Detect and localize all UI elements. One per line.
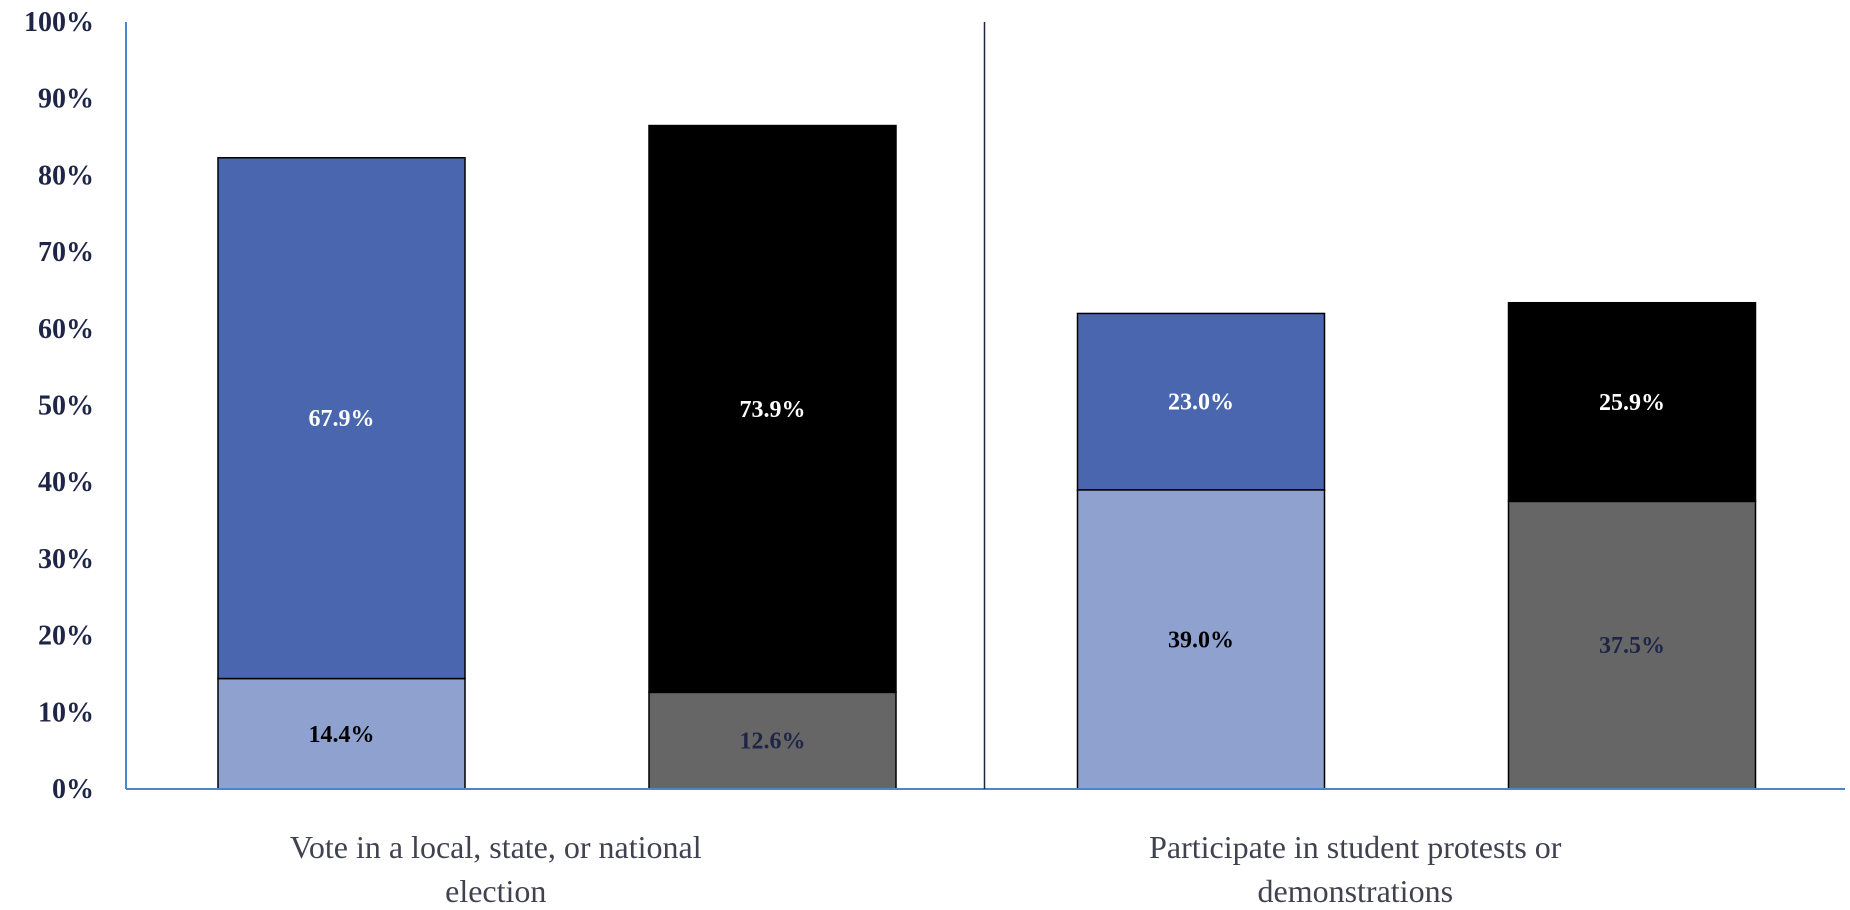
y-tick-label: 20% bbox=[38, 621, 94, 652]
bar-segment-2-1-2 bbox=[1076, 312, 1326, 491]
y-tick-label: 40% bbox=[38, 467, 94, 498]
data-label: 37.5% bbox=[1599, 633, 1665, 659]
y-tick-label: 50% bbox=[38, 391, 94, 422]
data-label: 14.4% bbox=[309, 722, 375, 748]
bars-layer bbox=[217, 124, 1757, 790]
data-label: 12.6% bbox=[740, 729, 806, 755]
bar-segment-1-1-1 bbox=[217, 677, 466, 790]
data-label: 23.0% bbox=[1168, 390, 1234, 416]
data-label: 67.9% bbox=[309, 406, 375, 432]
y-tick-label: 90% bbox=[38, 84, 94, 115]
y-tick-label: 10% bbox=[38, 697, 94, 728]
y-tick-label: 60% bbox=[38, 314, 94, 345]
axes-layer bbox=[125, 22, 1845, 790]
data-labels-layer: 14.4% 67.9% 12.6% 73.9% 39.0% 23.0% 37.5% 25.9% bbox=[309, 390, 1666, 755]
data-label: 73.9% bbox=[740, 397, 806, 423]
y-tick-label: 80% bbox=[38, 160, 94, 191]
bar-segment-2-2-1 bbox=[1507, 500, 1757, 790]
bar-segment-2-2-2 bbox=[1507, 301, 1757, 503]
x-category-label: Vote in a local, state, or national bbox=[290, 829, 702, 865]
y-tick-label: 0% bbox=[52, 774, 94, 805]
x-category-label: election bbox=[445, 873, 546, 909]
data-label: 25.9% bbox=[1599, 390, 1665, 416]
y-tick-label: 70% bbox=[38, 237, 94, 268]
x-category-label: demonstrations bbox=[1257, 873, 1453, 909]
y-tick-label: 100% bbox=[24, 7, 94, 38]
y-tick-label: 30% bbox=[38, 544, 94, 575]
x-axis-categories: Vote in a local, state, or national elect… bbox=[290, 829, 1562, 909]
x-category-label: Participate in student protests or bbox=[1149, 829, 1562, 865]
bar-segment-1-1-2 bbox=[217, 157, 466, 680]
bar-segment-1-2-2 bbox=[648, 124, 897, 694]
data-label: 39.0% bbox=[1168, 627, 1234, 653]
bar-segment-2-1-1 bbox=[1076, 489, 1326, 790]
y-axis-ticks: 0% 10% 20% 30% 40% 50% 60% 70% 80% 90% 100% bbox=[24, 7, 94, 805]
